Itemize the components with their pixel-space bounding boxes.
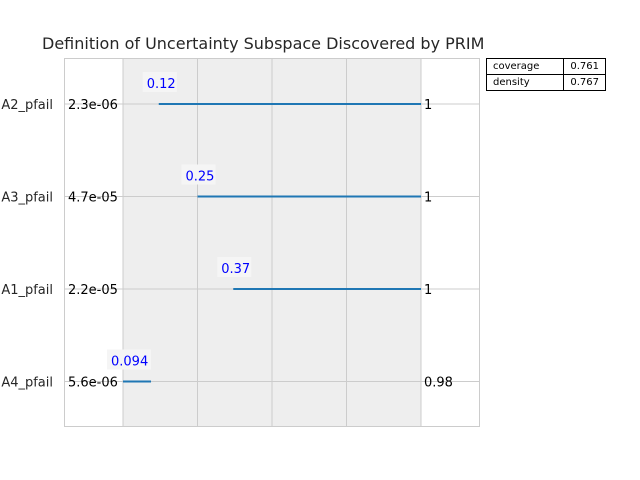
min-value-label: 2.2e-05 bbox=[68, 283, 118, 298]
min-value-label: 5.6e-06 bbox=[68, 376, 118, 391]
stats-label: density bbox=[486, 74, 564, 91]
stats-value: 0.761 bbox=[563, 58, 606, 75]
restricted-bound-label: 0.12 bbox=[147, 77, 176, 92]
min-value-label: 4.7e-05 bbox=[68, 191, 118, 206]
parameter-label: A3_pfail bbox=[1, 191, 53, 206]
max-value-label: 1 bbox=[424, 191, 432, 206]
parameter-label: A4_pfail bbox=[1, 376, 53, 391]
highlight-label-box bbox=[142, 72, 177, 92]
stats-value: 0.767 bbox=[563, 74, 606, 91]
stats-table: coverage 0.761 density 0.767 bbox=[486, 58, 606, 91]
min-value-label: 2.3e-06 bbox=[68, 98, 118, 113]
highlight-label-box bbox=[181, 164, 216, 185]
stats-row: coverage 0.761 bbox=[486, 58, 606, 75]
stats-row: density 0.767 bbox=[486, 74, 606, 91]
max-value-label: 1 bbox=[424, 98, 432, 113]
chart-title: Definition of Uncertainty Subspace Disco… bbox=[42, 34, 484, 53]
parameter-label: A2_pfail bbox=[1, 98, 53, 113]
max-value-label: 1 bbox=[424, 283, 432, 298]
parameter-label: A1_pfail bbox=[1, 283, 53, 298]
highlight-label-box bbox=[217, 257, 252, 277]
restricted-bound-label: 0.094 bbox=[111, 355, 148, 370]
stats-label: coverage bbox=[486, 58, 564, 75]
max-value-label: 0.98 bbox=[424, 376, 453, 391]
highlight-label-box bbox=[107, 349, 151, 370]
restricted-bound-label: 0.25 bbox=[186, 170, 215, 185]
restricted-bound-label: 0.37 bbox=[221, 262, 250, 277]
